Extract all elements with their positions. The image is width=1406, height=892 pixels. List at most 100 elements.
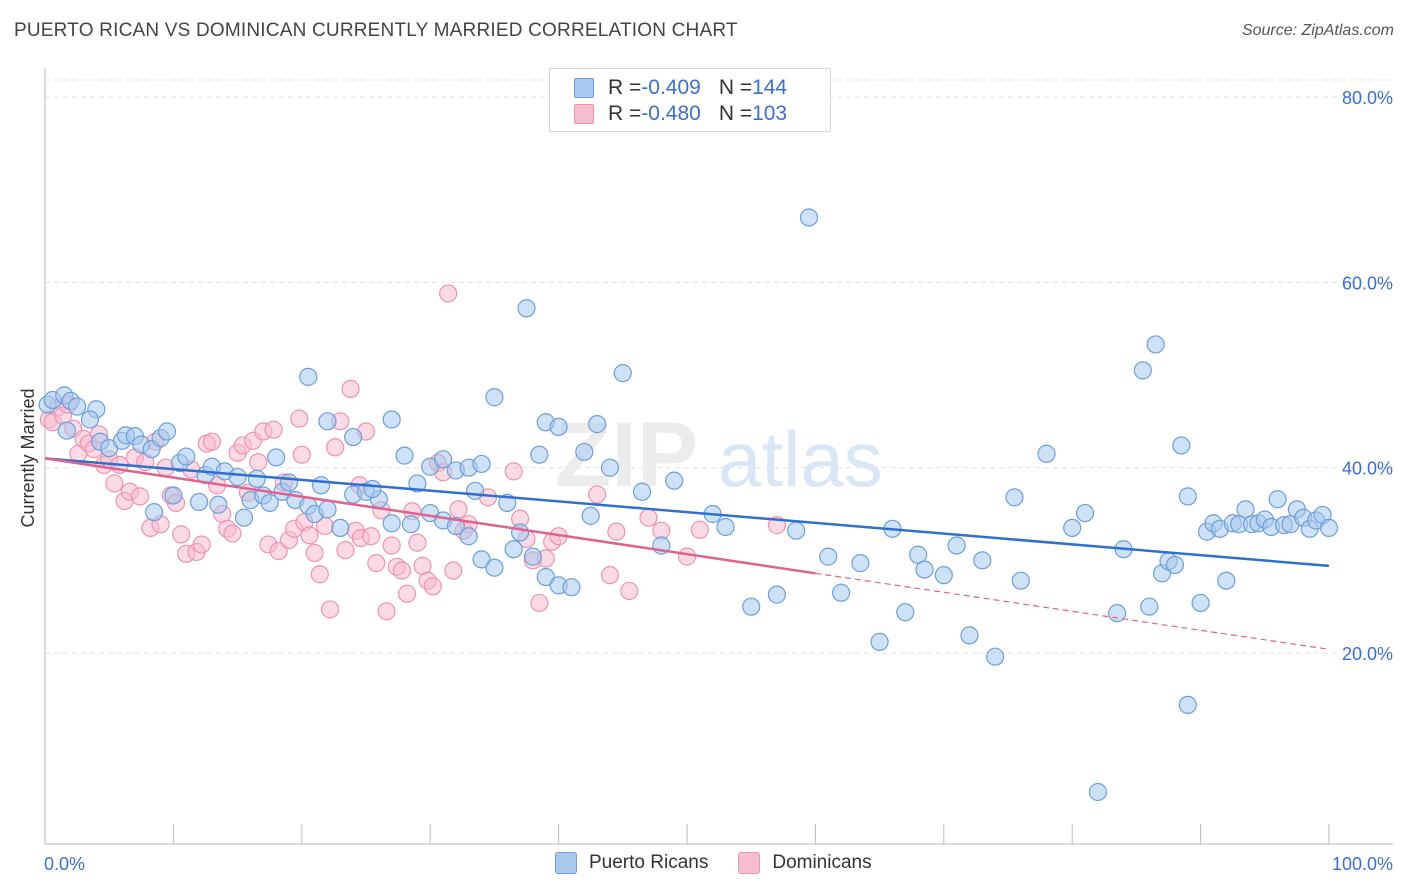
puerto-rican-point xyxy=(1037,444,1056,463)
dominican-point xyxy=(320,600,340,619)
dominican-point xyxy=(362,527,381,546)
dominican-point xyxy=(607,522,626,541)
legend-label: Dominicans xyxy=(772,852,872,873)
dominican-point xyxy=(172,525,191,544)
puerto-rican-point xyxy=(247,469,266,488)
dominican-point xyxy=(639,508,658,527)
legend-item-dominicans: Dominicans xyxy=(738,852,872,874)
dominican-point xyxy=(444,561,463,580)
puerto-rican-point xyxy=(530,445,549,464)
pink-swatch xyxy=(574,104,594,124)
puerto-rican-point xyxy=(1217,571,1236,590)
r-label: R = xyxy=(608,76,642,99)
dominican-point xyxy=(326,438,345,457)
axes xyxy=(44,68,1393,845)
puerto-rican-point xyxy=(1172,436,1191,455)
puerto-rican-point xyxy=(510,523,530,542)
dominican-point xyxy=(336,541,355,560)
dominican-point xyxy=(392,561,412,580)
puerto-rican-point xyxy=(459,527,478,546)
puerto-rican-point xyxy=(517,299,536,318)
stats-row-puerto-ricans: R = -0.409 N = 144 xyxy=(574,76,787,100)
y-tick-label: 20.0% xyxy=(1342,644,1393,664)
legend-label: Puerto Ricans xyxy=(589,852,709,873)
dominican-point xyxy=(588,485,607,504)
puerto-rican-point xyxy=(960,626,979,645)
dominicans-trendline-extension xyxy=(815,572,1330,650)
puerto-rican-point xyxy=(1088,782,1107,802)
puerto-rican-point xyxy=(228,467,247,487)
dominican-point xyxy=(397,584,417,603)
y-tick-label: 80.0% xyxy=(1342,88,1393,108)
puerto-rican-point xyxy=(549,417,568,436)
puerto-rican-point xyxy=(1140,597,1159,616)
dominican-point xyxy=(105,474,124,493)
puerto-rican-point xyxy=(896,603,915,622)
puerto-rican-point xyxy=(177,447,196,466)
dominican-point xyxy=(269,541,288,561)
puerto-rican-point xyxy=(80,410,100,429)
puerto-rican-point xyxy=(536,567,555,587)
tick-labels: 20.0% 40.0% 60.0% 80.0% 0.0% 100.0% xyxy=(44,88,1393,874)
puerto-rican-point xyxy=(157,422,177,441)
puerto-rican-point xyxy=(947,536,966,555)
puerto-rican-point xyxy=(331,518,350,538)
dominican-point xyxy=(292,445,311,464)
puerto-rican-point xyxy=(433,450,453,469)
x-tick-label-min: 0.0% xyxy=(44,854,85,874)
puerto-rican-point xyxy=(831,583,851,602)
puerto-rican-point xyxy=(504,540,523,559)
dominican-point xyxy=(249,453,268,472)
puerto-rican-point xyxy=(344,427,363,447)
dominican-point xyxy=(300,526,319,545)
puerto-rican-point xyxy=(767,585,786,604)
puerto-rican-point xyxy=(600,458,620,477)
pink-swatch xyxy=(738,852,761,874)
y-tick-label: 60.0% xyxy=(1342,273,1393,293)
dominican-point xyxy=(423,577,442,596)
grid-lines xyxy=(45,79,1393,654)
puerto-rican-point xyxy=(466,481,485,500)
puerto-rican-point xyxy=(819,547,838,566)
stats-row-dominicans: R = -0.480 N = 103 xyxy=(574,102,787,126)
puerto-rican-point xyxy=(164,486,183,505)
series-legend: Puerto Ricans Dominicans xyxy=(555,852,902,874)
puerto-rican-point xyxy=(472,454,491,474)
puerto-rican-point xyxy=(632,482,652,501)
dominican-point xyxy=(202,432,222,451)
puerto-rican-point xyxy=(299,367,318,386)
r-label: R = xyxy=(608,102,642,125)
puerto-rican-point xyxy=(973,551,992,570)
dominican-point xyxy=(305,543,324,563)
puerto-rican-point xyxy=(1146,335,1165,354)
dominicans-trendline xyxy=(44,457,816,575)
y-tick-label: 40.0% xyxy=(1342,459,1393,479)
puerto-rican-point xyxy=(1063,518,1082,538)
puerto-rican-point xyxy=(562,578,581,597)
puerto-rican-point xyxy=(67,397,87,416)
dominican-point xyxy=(504,462,523,481)
legend-item-puerto-ricans: Puerto Ricans xyxy=(555,852,708,874)
puerto-rican-point xyxy=(395,446,414,465)
r-value: -0.480 xyxy=(641,102,701,125)
puerto-rican-point xyxy=(742,597,761,616)
dominican-point xyxy=(223,524,242,543)
puerto-rican-point xyxy=(915,560,934,579)
puerto-rican-point xyxy=(401,515,421,534)
blue-swatch xyxy=(555,852,577,874)
trend-lines xyxy=(44,457,1330,650)
puerto-rican-point xyxy=(382,410,401,429)
dominican-point xyxy=(600,566,620,585)
puerto-rican-point xyxy=(588,415,607,434)
puerto-rican-point xyxy=(575,442,594,462)
puerto-rican-point xyxy=(787,521,806,540)
dominican-point xyxy=(620,581,639,601)
puerto-rican-point xyxy=(1075,503,1095,523)
puerto-rican-point xyxy=(485,388,504,407)
dominican-point xyxy=(439,284,458,303)
puerto-rican-point xyxy=(145,503,164,522)
dominican-point xyxy=(408,533,427,552)
puerto-rican-point xyxy=(934,566,953,585)
puerto-rican-point xyxy=(318,412,337,431)
y-axis-label: Currently Married xyxy=(18,388,38,527)
